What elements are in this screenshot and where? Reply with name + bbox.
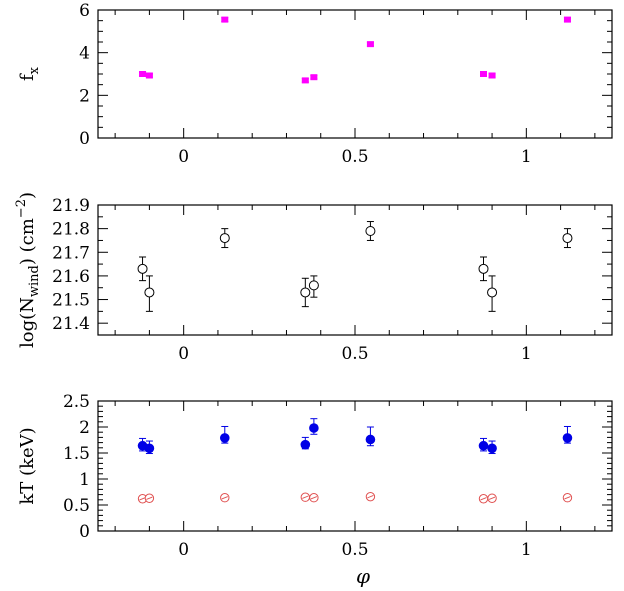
data-point bbox=[488, 72, 496, 79]
y-tick-label: 1.5 bbox=[63, 444, 90, 464]
y-axis-label: log(Nwind) (cm−2) bbox=[14, 192, 42, 348]
data-point bbox=[562, 433, 573, 443]
data-point bbox=[300, 439, 311, 450]
x-tick-label: 0 bbox=[178, 540, 189, 560]
y-axis-label: kT (keV) bbox=[17, 427, 38, 504]
y-tick-label: 21.8 bbox=[52, 220, 90, 240]
y-label-sub: wind bbox=[27, 265, 42, 297]
y-tick-label: 21.6 bbox=[52, 267, 90, 287]
y-label-main: f bbox=[17, 73, 38, 81]
x-tick-label: 1 bbox=[521, 540, 532, 560]
data-point bbox=[301, 77, 309, 84]
data-point bbox=[308, 280, 319, 291]
plot-frame bbox=[97, 204, 613, 336]
y-tick-label: 21.4 bbox=[52, 314, 90, 334]
y-tick-label: 6 bbox=[79, 1, 90, 21]
y-label-end: ) bbox=[17, 192, 38, 199]
x-tick-label: 0.5 bbox=[341, 344, 368, 364]
series-1 bbox=[137, 221, 573, 312]
y-label-main: log(N bbox=[17, 297, 38, 348]
plot-frame bbox=[97, 400, 613, 532]
y-label-main: kT (keV) bbox=[17, 427, 38, 504]
y-label-sup: −2 bbox=[14, 199, 29, 218]
y-label-rest: ) (cm bbox=[17, 218, 38, 265]
marker-stroke bbox=[480, 497, 487, 501]
data-point bbox=[480, 71, 487, 77]
data-point bbox=[145, 72, 153, 79]
marker-stroke bbox=[139, 497, 146, 501]
data-point bbox=[144, 287, 155, 298]
data-point bbox=[487, 443, 497, 454]
data-point bbox=[309, 423, 319, 433]
data-point bbox=[139, 71, 147, 77]
data-point bbox=[478, 263, 489, 274]
y-tick-label: 21.9 bbox=[52, 196, 90, 216]
y-tick-label: 1 bbox=[79, 470, 90, 490]
series-1 bbox=[139, 16, 571, 84]
data-point bbox=[137, 263, 148, 274]
data-point bbox=[144, 443, 155, 454]
data-point bbox=[563, 16, 571, 23]
y-tick-label: 4 bbox=[79, 44, 90, 64]
data-point bbox=[366, 41, 374, 48]
data-point bbox=[478, 440, 489, 451]
data-point bbox=[219, 433, 230, 443]
x-tick-label: 0.5 bbox=[341, 540, 368, 560]
series-1 bbox=[137, 418, 573, 455]
y-tick-label: 2 bbox=[79, 86, 90, 106]
y-tick-label: 0.5 bbox=[63, 496, 90, 516]
y-tick-label: 21.5 bbox=[52, 291, 90, 311]
marker-stroke bbox=[488, 496, 496, 500]
data-point bbox=[300, 287, 311, 298]
panel-2: 0 0.5 1 21.4 21.5 21.6 21.7 21.8 21.9 log(Nwind) … bbox=[14, 192, 613, 364]
marker-stroke bbox=[310, 496, 318, 500]
marker-stroke bbox=[302, 495, 309, 499]
y-tick-label: 2.5 bbox=[63, 392, 90, 412]
data-point bbox=[365, 434, 376, 445]
marker-stroke bbox=[564, 496, 571, 500]
x-tick-label: 0 bbox=[178, 344, 189, 364]
y-tick-label: 21.7 bbox=[52, 243, 90, 263]
x-tick-label: 1 bbox=[521, 147, 532, 167]
y-axis-label: fx bbox=[17, 66, 42, 81]
marker-stroke bbox=[146, 496, 153, 500]
y-tick-label: 2 bbox=[79, 418, 90, 438]
plot-frame bbox=[97, 9, 613, 139]
y-label-sub: x bbox=[27, 66, 42, 74]
y-tick-label: 0 bbox=[79, 129, 90, 149]
data-point bbox=[221, 16, 229, 23]
data-point bbox=[562, 233, 573, 244]
x-tick-label: 0 bbox=[178, 147, 189, 167]
series-2 bbox=[137, 491, 573, 504]
x-tick-label: 1 bbox=[521, 344, 532, 364]
data-point bbox=[365, 226, 376, 236]
y-tick-label: 0 bbox=[79, 522, 90, 542]
data-point bbox=[487, 287, 498, 298]
data-point bbox=[219, 233, 230, 244]
panel-1: 0 0.5 1 0 2 4 6 fx bbox=[17, 1, 613, 167]
panel-3: 0 0.5 1 0 0.5 1 1.5 2 2.5 kT (keV) φ bbox=[17, 392, 613, 588]
x-tick-label: 0.5 bbox=[341, 147, 368, 167]
data-point bbox=[310, 74, 318, 81]
marker-stroke bbox=[367, 495, 374, 499]
x-axis-label: φ bbox=[356, 564, 370, 588]
marker-stroke bbox=[221, 496, 228, 500]
